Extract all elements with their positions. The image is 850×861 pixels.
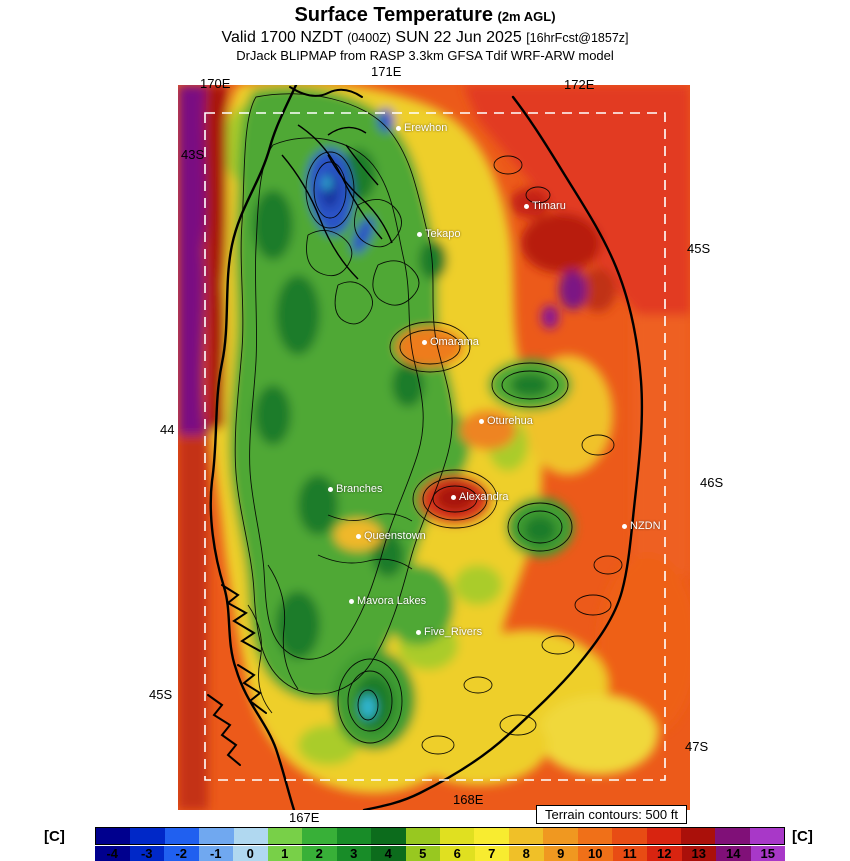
- colorbar-cell: [130, 828, 165, 844]
- colorbar-value: 14: [716, 846, 751, 861]
- colorbar-value: 6: [440, 846, 475, 861]
- colorbar-value-labels: -4 -3 -2 -1 0 1 2 3 4 5 6 7 8 9 10: [95, 846, 785, 861]
- colorbar-cell: [405, 828, 441, 844]
- page-title-suffix: (2m AGL): [497, 9, 556, 24]
- colorbar-cell: [646, 828, 681, 844]
- colorbar-value: 4: [371, 846, 406, 861]
- colorbar-unit-right: [C]: [792, 828, 813, 845]
- colorbar-cell: [164, 828, 200, 844]
- colorbar-cell: [577, 828, 613, 844]
- colorbar-cell: [680, 828, 716, 844]
- colorbar-unit-left: [C]: [44, 828, 65, 845]
- valid-time-line: Valid 1700 NZDT (0400Z) SUN 22 Jun 2025 …: [0, 29, 850, 47]
- colorbar-cell: [612, 828, 647, 844]
- terrain-contours-text: Terrain contours: 500 ft: [545, 807, 678, 822]
- colorbar-cell: [96, 828, 131, 844]
- page-title: Surface Temperature: [294, 4, 494, 26]
- colorbar-cell: [440, 828, 475, 844]
- domain-boundary-dashed: [204, 112, 666, 781]
- title-line: Surface Temperature (2m AGL): [0, 4, 850, 27]
- colorbar-value: 13: [681, 846, 716, 861]
- colorbar-value: 15: [750, 846, 785, 861]
- grid-coordinate-label: 45S: [687, 241, 711, 256]
- colorbar-cell: [268, 828, 303, 844]
- header: Surface Temperature (2m AGL) Valid 1700 …: [0, 4, 850, 63]
- colorbar-value: -3: [129, 846, 164, 861]
- colorbar-cell: [715, 828, 750, 844]
- colorbar-value: 11: [612, 846, 647, 861]
- temperature-colorbar: [95, 827, 785, 845]
- grid-coordinate-label: 45S: [149, 687, 173, 702]
- colorbar-cell: [508, 828, 544, 844]
- grid-coordinate-label: 46S: [700, 475, 724, 490]
- colorbar-value: 2: [302, 846, 337, 861]
- model-line: DrJack BLIPMAP from RASP 3.3km GFSA Tdif…: [236, 48, 614, 63]
- colorbar-cell: [336, 828, 372, 844]
- colorbar-value: 0: [233, 846, 268, 861]
- valid-prefix: Valid 1700 NZDT: [221, 29, 343, 46]
- colorbar-cell: [543, 828, 578, 844]
- colorbar-cell: [302, 828, 337, 844]
- colorbar-value: 1: [267, 846, 302, 861]
- colorbar-value: -1: [198, 846, 233, 861]
- colorbar-value: 10: [578, 846, 613, 861]
- colorbar-value: 7: [474, 846, 509, 861]
- colorbar-cell: [474, 828, 509, 844]
- colorbar-value: -4: [95, 846, 130, 861]
- terrain-contours-note: Terrain contours: 500 ft: [536, 805, 687, 824]
- colorbar-cell: [233, 828, 269, 844]
- colorbar-value: -2: [164, 846, 199, 861]
- colorbar-cell: [199, 828, 234, 844]
- valid-date: SUN 22 Jun 2025: [395, 29, 522, 46]
- colorbar-value: 3: [336, 846, 371, 861]
- grid-coordinate-label: 44: [160, 422, 175, 437]
- colorbar-cell: [749, 828, 785, 844]
- valid-forecast: [16hrFcst@1857z]: [526, 31, 629, 45]
- grid-coordinate-label: 167E: [289, 810, 320, 825]
- grid-coordinate-label: 171E: [371, 64, 402, 79]
- valid-zulu: (0400Z): [347, 31, 391, 45]
- colorbar-value: 12: [647, 846, 682, 861]
- colorbar-value: 5: [405, 846, 440, 861]
- colorbar-value: 8: [509, 846, 544, 861]
- colorbar-cell: [371, 828, 406, 844]
- temperature-map: [178, 85, 690, 810]
- colorbar-value: 9: [543, 846, 578, 861]
